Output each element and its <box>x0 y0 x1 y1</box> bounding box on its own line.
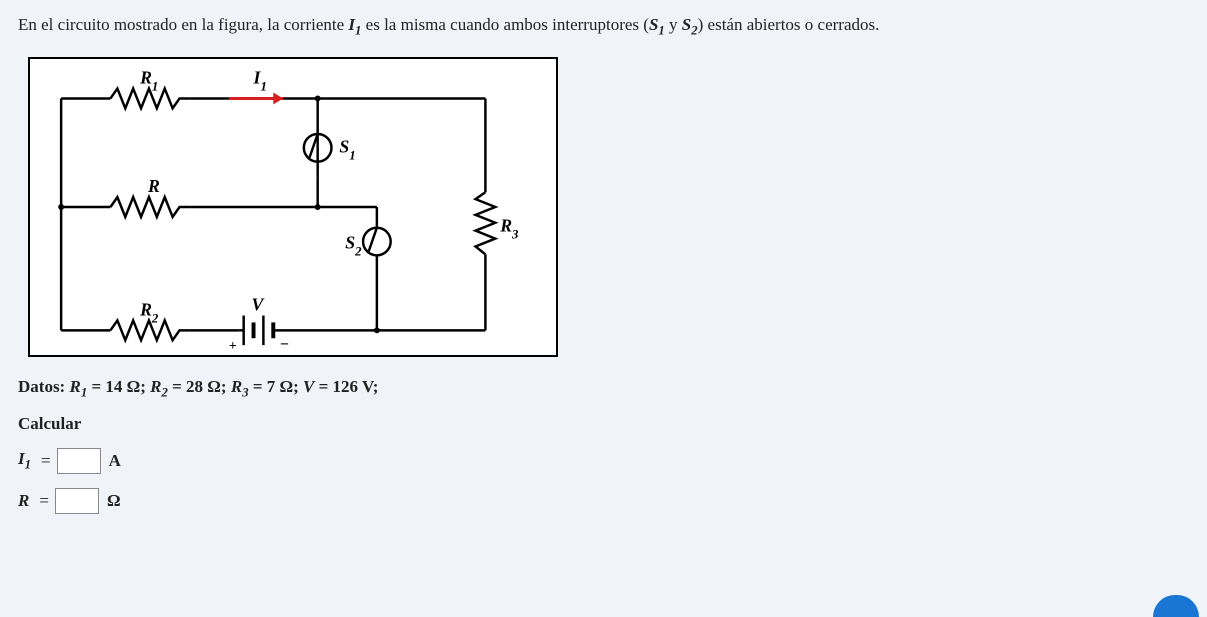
symbol-S1: S1 <box>649 15 665 34</box>
answer-row-R: R = Ω <box>18 488 1189 514</box>
problem-text-1: En el circuito mostrado en la figura, la… <box>18 15 348 34</box>
symbol-S2: S2 <box>682 15 698 34</box>
answer-I1-label: I1 <box>18 449 31 472</box>
svg-text:S2: S2 <box>345 232 362 258</box>
answer-R-unit: Ω <box>107 491 121 511</box>
problem-text-3: ) están abiertos o cerrados. <box>698 15 880 34</box>
svg-text:R3: R3 <box>499 215 519 241</box>
svg-text:I1: I1 <box>253 67 267 93</box>
answer-R-label: R <box>18 491 29 511</box>
circuit-svg: I1 R1 S1 R3 R S2 R2 <box>30 59 556 355</box>
svg-text:S1: S1 <box>339 136 355 162</box>
help-fab[interactable] <box>1153 595 1199 617</box>
answer-I1-input[interactable] <box>57 448 101 474</box>
datos-line: Datos: R1 = 14 Ω; R2 = 28 Ω; R3 = 7 Ω; V… <box>18 377 1189 400</box>
problem-statement: En el circuito mostrado en la figura, la… <box>18 12 1189 41</box>
svg-text:−: − <box>280 336 289 353</box>
answer-row-I1: I1 = A <box>18 448 1189 474</box>
problem-text-2: es la misma cuando ambos interruptores ( <box>361 15 649 34</box>
svg-text:V: V <box>252 294 266 314</box>
symbol-I1: I1 <box>348 15 361 34</box>
svg-text:+: + <box>229 338 237 353</box>
answer-R-input[interactable] <box>55 488 99 514</box>
svg-text:R: R <box>147 176 160 196</box>
problem-text-and: y <box>665 15 682 34</box>
answer-I1-unit: A <box>109 451 121 471</box>
circuit-diagram: I1 R1 S1 R3 R S2 R2 <box>28 57 558 357</box>
calcular-heading: Calcular <box>18 414 1189 434</box>
